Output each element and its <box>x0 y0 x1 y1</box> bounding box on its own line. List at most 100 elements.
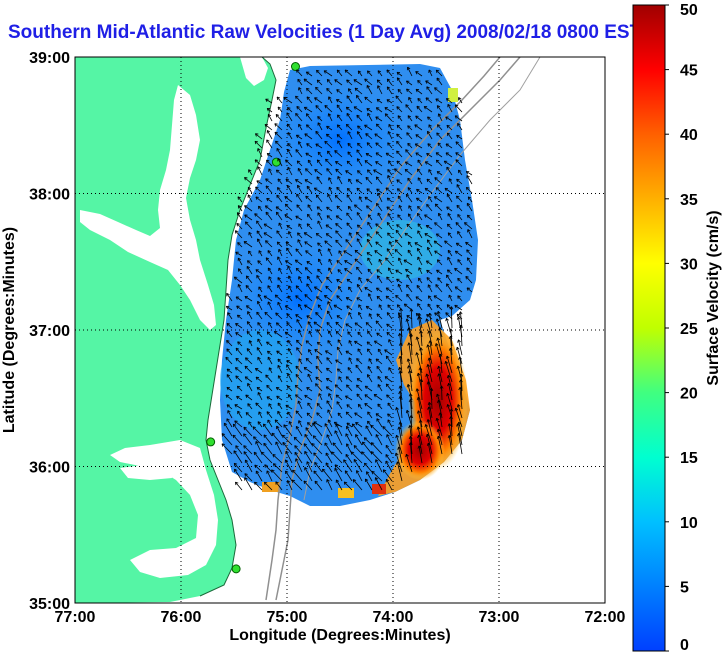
velocity-arrow-head <box>345 350 348 354</box>
velocity-arrow <box>416 189 423 194</box>
velocity-arrow <box>399 356 403 374</box>
velocity-arrow-head <box>263 295 266 299</box>
velocity-arrow-head <box>427 364 431 367</box>
velocity-arrow-head <box>236 222 240 225</box>
velocity-arrow <box>312 435 323 446</box>
velocity-arrow-head <box>276 114 280 116</box>
velocity-arrow-head <box>274 132 277 136</box>
velocity-arrow-head <box>415 296 418 300</box>
velocity-arrow-head <box>426 318 429 322</box>
velocity-arrow <box>248 421 253 428</box>
velocity-arrow-head <box>351 451 355 454</box>
velocity-arrow <box>414 242 423 248</box>
velocity-arrow <box>458 339 463 356</box>
velocity-arrow <box>354 204 363 212</box>
velocity-arrow-head <box>445 152 448 156</box>
velocity-arrow <box>417 177 423 185</box>
velocity-arrow <box>314 169 323 176</box>
velocity-arrow-head <box>275 441 279 444</box>
velocity-arrow <box>434 312 443 320</box>
velocity-arrow <box>308 349 313 356</box>
velocity-arrow-head <box>346 376 350 378</box>
velocity-arrow-head <box>306 96 311 99</box>
velocity-arrow-head <box>355 422 358 426</box>
velocity-arrow <box>305 427 313 437</box>
velocity-arrow <box>466 187 473 194</box>
velocity-arrow-head <box>454 305 457 309</box>
velocity-arrow-head <box>417 206 421 208</box>
velocity-arrow-head <box>325 386 328 390</box>
velocity-arrow-head <box>272 454 274 458</box>
velocity-arrow-head <box>235 230 239 232</box>
velocity-arrow-head <box>356 231 360 234</box>
velocity-arrow <box>286 123 293 131</box>
velocity-arrow-head <box>226 387 229 391</box>
velocity-arrow-head <box>308 330 312 334</box>
velocity-arrow-head <box>245 357 249 359</box>
velocity-arrow-head <box>255 402 257 406</box>
velocity-arrow <box>304 179 313 185</box>
velocity-arrow <box>275 481 283 491</box>
velocity-arrow <box>285 178 293 185</box>
velocity-arrow-head <box>409 308 412 312</box>
velocity-arrow-head <box>288 348 292 351</box>
velocity-arrow <box>237 341 243 347</box>
velocity-arrow-head <box>276 241 279 245</box>
velocity-arrow <box>386 86 393 95</box>
velocity-arrow-head <box>397 115 402 118</box>
velocity-arrow-head <box>367 374 371 377</box>
velocity-arrow <box>326 479 333 491</box>
velocity-arrow <box>315 312 323 320</box>
velocity-arrow-head <box>317 159 321 162</box>
velocity-arrow <box>324 295 333 302</box>
velocity-arrow-head <box>415 388 418 392</box>
velocity-arrow <box>346 106 353 113</box>
velocity-arrow <box>354 258 363 266</box>
velocity-arrow <box>454 304 463 311</box>
velocity-arrow <box>296 319 303 329</box>
velocity-arrow <box>246 348 253 356</box>
velocity-arrow-head <box>337 368 341 370</box>
velocity-arrow-head <box>277 277 281 279</box>
velocity-arrow-head <box>445 355 448 360</box>
velocity-arrow <box>237 410 243 419</box>
velocity-arrow-head <box>409 415 412 419</box>
velocity-arrow <box>377 384 383 392</box>
velocity-arrow <box>233 423 243 437</box>
velocity-arrow <box>438 113 443 122</box>
velocity-arrow <box>258 286 263 293</box>
velocity-arrow <box>437 428 443 446</box>
velocity-arrow <box>337 176 343 185</box>
velocity-arrow <box>295 259 303 266</box>
velocity-arrow <box>436 77 443 86</box>
velocity-arrow-head <box>287 143 291 145</box>
velocity-arrow <box>255 186 263 194</box>
velocity-arrow-head <box>224 422 228 425</box>
velocity-arrow-head <box>448 435 452 438</box>
velocity-arrow <box>277 340 283 347</box>
velocity-arrow <box>357 348 363 356</box>
velocity-arrow-head <box>238 257 242 260</box>
velocity-arrow <box>456 242 463 248</box>
velocity-arrow <box>460 373 463 392</box>
velocity-arrow-head <box>345 470 349 473</box>
velocity-arrow <box>246 331 253 338</box>
velocity-arrow-head <box>396 179 399 183</box>
velocity-arrow <box>425 97 433 104</box>
colorbar-label: Surface Velocity (cm/s) <box>705 210 722 385</box>
velocity-arrow <box>304 294 313 302</box>
velocity-arrow <box>257 166 263 176</box>
velocity-arrow-head <box>326 434 330 437</box>
velocity-arrow-head <box>357 224 361 226</box>
velocity-arrow <box>387 175 393 185</box>
velocity-arrow <box>286 225 293 230</box>
velocity-arrow <box>407 187 413 194</box>
velocity-arrow-head <box>244 177 246 181</box>
velocity-arrow <box>295 113 303 122</box>
velocity-arrow-head <box>277 284 281 287</box>
velocity-arrow-head <box>356 297 359 301</box>
velocity-arrow <box>287 373 293 383</box>
velocity-arrow <box>376 287 383 293</box>
velocity-arrow <box>395 295 403 302</box>
velocity-arrow-head <box>367 411 371 414</box>
